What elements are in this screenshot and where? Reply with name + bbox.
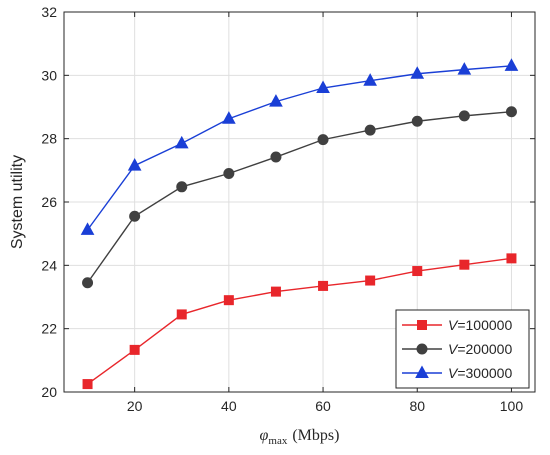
y-tick-label: 28 [41,131,57,147]
x-tick-label: 60 [315,398,331,414]
data-point [504,58,519,71]
x-axis-label-subscript: max [268,435,287,447]
y-tick-label: 24 [41,257,57,273]
data-point [270,286,281,297]
x-axis-label-symbol: φ [260,427,269,444]
legend-label-value: =200000 [457,341,512,357]
y-tick-label: 32 [41,4,57,20]
x-tick-label: 80 [409,398,425,414]
y-tick-label: 30 [41,67,57,83]
data-point [318,280,329,291]
data-point [82,277,94,289]
x-axis-label: φmax (Mbps) [260,427,340,447]
y-tick-label: 22 [41,321,57,337]
data-point [127,158,142,171]
data-point [365,275,376,286]
legend-item: V=300000 [402,365,512,381]
series-line [86,111,512,284]
data-point [364,124,376,136]
legend-label-value: =100000 [457,317,512,333]
data-point [223,168,235,179]
legend-label: V=200000 [448,341,512,357]
data-point [459,259,470,270]
legend-item: V=100000 [402,317,512,333]
series-line [86,65,512,231]
legend-label-variable: V [448,365,459,381]
data-point [317,134,329,146]
data-point [129,210,141,222]
series-line [87,257,512,385]
data-point [316,80,330,93]
data-point [506,253,517,264]
data-point [176,181,188,193]
data-point [505,106,517,118]
data-point [457,62,472,75]
data-point [223,295,234,306]
data-point [458,110,470,122]
data-point [176,309,187,320]
y-tick-label: 26 [41,194,57,210]
legend-label-variable: V [448,341,459,357]
data-point [270,151,282,163]
data-point [363,73,377,86]
data-point [412,266,423,277]
legend-marker [416,343,428,355]
data-point [80,222,95,235]
data-point [129,344,140,355]
legend-label: V=300000 [448,365,512,381]
data-point [411,115,423,127]
legend-label: V=100000 [448,317,512,333]
series-layer [80,58,519,390]
x-axis-label-unit: (Mbps) [292,427,339,444]
legend-marker [417,320,427,330]
data-point [410,66,425,79]
x-tick-label: 20 [127,398,143,414]
y-tick-label: 20 [41,384,57,400]
data-point [82,379,93,390]
data-point [269,94,283,107]
legend-marker [415,365,429,378]
data-point [174,135,189,149]
series-1 [82,253,517,390]
series-3 [80,58,519,235]
axes: 20 40 60 80 100 20 22 24 26 28 30 32 [41,4,536,414]
legend-label-value: =300000 [457,365,512,381]
data-point [222,111,236,124]
legend-label-variable: V [448,317,459,333]
y-axis-label: System utility [9,155,26,249]
x-tick-label: 40 [221,398,237,414]
x-tick-label: 100 [500,398,524,414]
series-2 [82,106,517,289]
legend-item: V=200000 [402,341,512,357]
